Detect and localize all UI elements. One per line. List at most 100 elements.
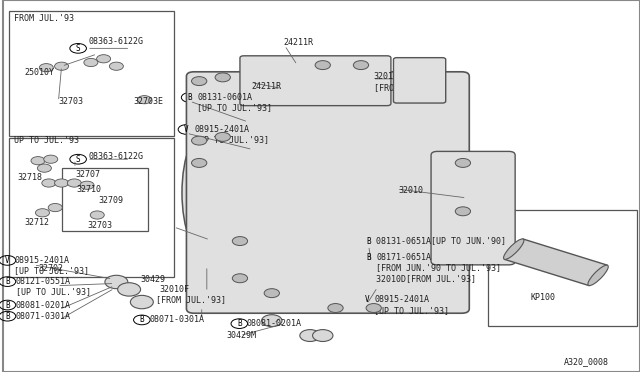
- Circle shape: [48, 203, 62, 212]
- Circle shape: [131, 295, 154, 309]
- Text: 08131-0601A: 08131-0601A: [197, 93, 252, 102]
- Circle shape: [97, 55, 111, 63]
- Circle shape: [315, 61, 330, 70]
- Text: 08363-6122G: 08363-6122G: [89, 37, 144, 46]
- Text: [UP TO JUL.'93]: [UP TO JUL.'93]: [194, 135, 269, 144]
- Circle shape: [455, 207, 470, 216]
- Text: 32710: 32710: [77, 185, 102, 194]
- Text: B: B: [5, 301, 10, 310]
- Circle shape: [44, 155, 58, 163]
- Text: 30429: 30429: [140, 275, 165, 283]
- Text: S: S: [76, 44, 81, 53]
- Circle shape: [118, 283, 141, 296]
- Circle shape: [455, 158, 470, 167]
- Text: 08081-0201A: 08081-0201A: [16, 301, 70, 310]
- Text: [FROM JUN.'90 TO JUL.'93]: [FROM JUN.'90 TO JUL.'93]: [376, 263, 501, 272]
- Circle shape: [109, 62, 124, 70]
- Text: V: V: [364, 295, 369, 304]
- Text: [UP TO JUL.'93]: [UP TO JUL.'93]: [374, 306, 449, 315]
- Circle shape: [328, 304, 343, 312]
- Text: 32703: 32703: [58, 97, 83, 106]
- Ellipse shape: [588, 265, 608, 286]
- Text: B: B: [188, 93, 192, 102]
- Circle shape: [67, 179, 81, 187]
- Text: B: B: [237, 319, 242, 328]
- Circle shape: [54, 179, 68, 187]
- Text: 08081-0201A: 08081-0201A: [247, 319, 302, 328]
- Text: 32709: 32709: [99, 196, 124, 205]
- Text: 30429M: 30429M: [226, 331, 256, 340]
- Circle shape: [262, 315, 282, 327]
- Circle shape: [35, 209, 49, 217]
- Text: UP TO JUL.'93: UP TO JUL.'93: [15, 136, 79, 145]
- Circle shape: [37, 164, 51, 172]
- Text: 32010: 32010: [398, 186, 423, 195]
- Text: 25010Y: 25010Y: [24, 68, 54, 77]
- Text: 24211R: 24211R: [252, 82, 282, 91]
- Text: 08915-2401A: 08915-2401A: [15, 256, 70, 265]
- Text: B: B: [5, 277, 10, 286]
- Ellipse shape: [504, 239, 524, 259]
- Text: B: B: [366, 237, 371, 246]
- Text: A320_0008: A320_0008: [564, 357, 609, 366]
- Text: B: B: [140, 315, 144, 324]
- Circle shape: [31, 157, 45, 165]
- Circle shape: [232, 237, 248, 246]
- Text: KP100: KP100: [531, 293, 556, 302]
- Text: 32707: 32707: [75, 170, 100, 179]
- Text: 08915-2401A: 08915-2401A: [374, 295, 429, 304]
- Circle shape: [191, 77, 207, 86]
- Text: [FROM JUL.'93]: [FROM JUL.'93]: [374, 83, 444, 92]
- Circle shape: [215, 73, 230, 82]
- Circle shape: [138, 96, 152, 104]
- Text: 08171-0651A: 08171-0651A: [376, 253, 431, 262]
- Circle shape: [300, 330, 320, 341]
- Text: FROM JUL.'93: FROM JUL.'93: [15, 14, 74, 23]
- Text: 32010D[FROM JUL.'93]: 32010D[FROM JUL.'93]: [376, 274, 476, 283]
- Text: S: S: [76, 155, 81, 164]
- Text: V: V: [184, 125, 189, 134]
- Circle shape: [84, 58, 98, 67]
- Circle shape: [54, 62, 68, 70]
- Text: 32703: 32703: [87, 221, 112, 230]
- Polygon shape: [504, 239, 607, 286]
- FancyBboxPatch shape: [10, 11, 173, 136]
- Circle shape: [366, 304, 381, 312]
- Text: 08915-2401A: 08915-2401A: [194, 125, 249, 134]
- Circle shape: [105, 275, 128, 289]
- Circle shape: [191, 136, 207, 145]
- Text: [UP TO JUL.'93]: [UP TO JUL.'93]: [197, 103, 272, 112]
- Text: [FROM JUL.'93]: [FROM JUL.'93]: [156, 295, 226, 304]
- Circle shape: [232, 274, 248, 283]
- Text: 08131-0651A[UP TO JUN.'90]: 08131-0651A[UP TO JUN.'90]: [376, 237, 506, 246]
- Text: [UP TO JUL.'93]: [UP TO JUL.'93]: [15, 266, 90, 275]
- Text: 32712: 32712: [24, 218, 49, 227]
- FancyBboxPatch shape: [394, 58, 445, 103]
- Text: 08071-0301A: 08071-0301A: [16, 312, 70, 321]
- Text: 32010F: 32010F: [374, 72, 404, 81]
- Text: 32702: 32702: [38, 264, 63, 273]
- Ellipse shape: [182, 127, 234, 259]
- Text: B: B: [366, 253, 371, 262]
- Circle shape: [191, 158, 207, 167]
- Text: 32010F: 32010F: [159, 285, 189, 294]
- Circle shape: [42, 179, 56, 187]
- Text: 32718: 32718: [17, 173, 42, 182]
- Text: [UP TO JUL.'93]: [UP TO JUL.'93]: [16, 287, 91, 296]
- Text: 08121-0551A: 08121-0551A: [16, 277, 70, 286]
- FancyBboxPatch shape: [62, 168, 148, 231]
- Circle shape: [80, 181, 94, 189]
- Text: 24211R: 24211R: [284, 38, 313, 47]
- Circle shape: [353, 61, 369, 70]
- Circle shape: [215, 132, 230, 141]
- Circle shape: [264, 289, 280, 298]
- Text: 08071-0301A: 08071-0301A: [150, 315, 205, 324]
- Circle shape: [312, 330, 333, 341]
- Text: B: B: [5, 312, 10, 321]
- FancyBboxPatch shape: [10, 138, 173, 277]
- Circle shape: [39, 64, 53, 72]
- Text: V: V: [5, 256, 10, 265]
- FancyBboxPatch shape: [488, 210, 637, 326]
- Text: 08363-6122G: 08363-6122G: [89, 153, 144, 161]
- Text: 32703E: 32703E: [134, 97, 164, 106]
